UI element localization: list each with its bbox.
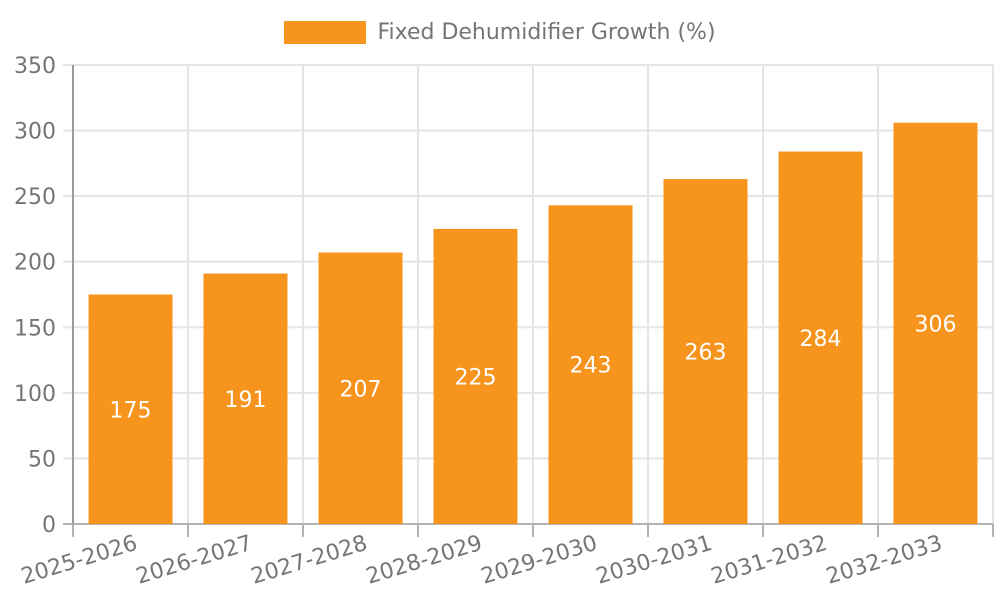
- bar-value-label: 263: [685, 341, 727, 366]
- x-tick-label: 2031-2032: [708, 531, 830, 590]
- bar-value-label: 175: [110, 398, 152, 423]
- bar[interactable]: [548, 205, 633, 524]
- legend-label: Fixed Dehumidifier Growth (%): [377, 20, 716, 45]
- y-tick-label: 100: [14, 382, 56, 407]
- y-tick-label: 200: [14, 251, 56, 276]
- bar[interactable]: [203, 273, 288, 524]
- legend-swatch: [284, 21, 367, 44]
- legend[interactable]: Fixed Dehumidifier Growth (%): [0, 20, 1000, 45]
- x-tick-label: 2025-2026: [18, 531, 140, 590]
- y-tick-label: 0: [42, 513, 56, 538]
- y-tick-label: 50: [28, 447, 56, 472]
- bar-value-label: 284: [800, 327, 842, 352]
- bar[interactable]: [433, 228, 518, 524]
- x-tick-label: 2030-2031: [593, 531, 715, 590]
- bar[interactable]: [88, 294, 173, 525]
- y-tick-label: 150: [14, 316, 56, 341]
- bar[interactable]: [318, 252, 403, 524]
- bar-value-label: 306: [915, 312, 957, 337]
- bar[interactable]: [893, 122, 978, 525]
- bar-value-label: 191: [225, 388, 267, 413]
- bar-value-label: 243: [570, 354, 612, 379]
- x-tick-label: 2029-2030: [478, 531, 600, 590]
- bar-value-label: 207: [340, 377, 382, 402]
- x-tick-label: 2026-2027: [133, 531, 255, 590]
- bar[interactable]: [663, 179, 748, 524]
- bar[interactable]: [778, 151, 863, 524]
- x-tick-label: 2032-2033: [823, 531, 945, 590]
- y-tick-label: 300: [14, 120, 56, 145]
- x-tick-label: 2028-2029: [363, 531, 485, 590]
- y-tick-label: 250: [14, 185, 56, 210]
- y-tick-label: 350: [14, 54, 56, 79]
- x-tick-label: 2027-2028: [248, 531, 370, 590]
- bar-value-label: 225: [455, 365, 497, 390]
